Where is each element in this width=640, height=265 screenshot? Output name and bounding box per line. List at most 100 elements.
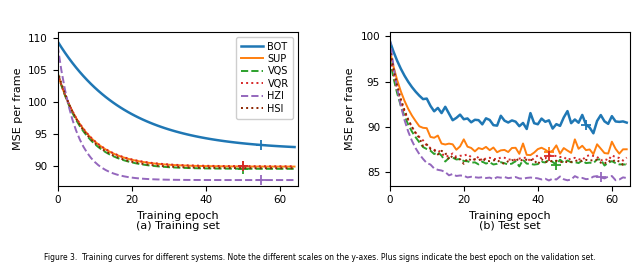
BOT xyxy=(291,145,298,149)
BOT xyxy=(54,40,61,43)
X-axis label: Training epoch: Training epoch xyxy=(137,211,219,221)
VQS xyxy=(623,163,630,166)
SUP xyxy=(508,146,516,149)
SUP xyxy=(616,152,623,155)
BOT xyxy=(257,143,265,147)
HSI xyxy=(486,160,493,163)
BOT xyxy=(508,119,516,122)
HSI xyxy=(109,154,117,157)
VQS xyxy=(456,157,464,161)
SUP xyxy=(109,152,117,155)
Line: HZI: HZI xyxy=(390,38,627,180)
Title: (b) Test set: (b) Test set xyxy=(479,220,541,231)
Line: SUP: SUP xyxy=(390,50,627,155)
Title: (a) Training set: (a) Training set xyxy=(136,220,220,231)
BOT xyxy=(486,118,493,122)
SUP xyxy=(54,72,61,75)
SUP xyxy=(176,164,184,167)
Line: VQR: VQR xyxy=(58,73,294,166)
X-axis label: Training epoch: Training epoch xyxy=(469,211,551,221)
VQS xyxy=(257,167,265,170)
Line: SUP: SUP xyxy=(58,74,294,167)
VQR xyxy=(527,160,534,163)
VQS xyxy=(54,71,61,74)
HSI xyxy=(612,158,620,161)
SUP xyxy=(291,165,298,168)
HZI xyxy=(442,170,449,174)
HZI xyxy=(54,44,61,47)
BOT xyxy=(442,105,449,108)
HZI xyxy=(456,174,464,177)
BOT xyxy=(589,132,597,135)
SUP xyxy=(386,48,394,51)
BOT xyxy=(124,111,132,114)
HZI xyxy=(616,178,623,181)
VQR xyxy=(291,165,298,168)
HSI xyxy=(589,158,597,162)
VQR xyxy=(486,156,493,159)
SUP xyxy=(456,145,464,148)
VQS xyxy=(109,154,117,158)
HSI xyxy=(456,158,464,161)
Line: BOT: BOT xyxy=(390,41,627,133)
Text: Figure 3.  Training curves for different systems. Note the different scales on t: Figure 3. Training curves for different … xyxy=(44,253,596,262)
VQR xyxy=(442,155,449,158)
VQR xyxy=(284,165,291,168)
HSI xyxy=(508,158,516,162)
VQR xyxy=(593,155,601,158)
HZI xyxy=(486,176,493,179)
VQR xyxy=(616,156,623,160)
HSI xyxy=(442,151,449,154)
HZI xyxy=(386,37,394,40)
HSI xyxy=(623,162,630,165)
Legend: BOT, SUP, VQS, VQR, HZI, HSI: BOT, SUP, VQS, VQR, HZI, HSI xyxy=(236,37,293,118)
Y-axis label: MSE per frame: MSE per frame xyxy=(13,67,22,150)
VQS xyxy=(616,163,623,166)
SUP xyxy=(284,165,291,168)
VQS xyxy=(154,165,161,168)
Line: HSI: HSI xyxy=(390,48,627,165)
VQS xyxy=(291,167,298,170)
SUP xyxy=(257,165,265,168)
HSI xyxy=(54,69,61,72)
BOT xyxy=(386,39,394,42)
VQR xyxy=(508,158,516,161)
SUP xyxy=(154,162,161,165)
HSI xyxy=(154,164,161,167)
HZI xyxy=(257,178,265,182)
VQR xyxy=(456,154,464,157)
Line: HSI: HSI xyxy=(58,71,294,168)
VQR xyxy=(124,157,132,160)
HZI xyxy=(176,178,184,182)
VQR xyxy=(154,162,161,165)
HSI xyxy=(291,167,298,170)
VQR xyxy=(386,53,394,56)
HZI xyxy=(291,178,298,182)
VQS xyxy=(284,167,291,170)
HSI xyxy=(284,167,291,170)
VQS xyxy=(593,158,601,161)
BOT xyxy=(176,131,184,134)
VQS xyxy=(176,166,184,169)
HSI xyxy=(124,159,132,162)
HZI xyxy=(124,175,132,179)
SUP xyxy=(442,143,449,146)
BOT xyxy=(616,120,623,123)
HZI xyxy=(545,179,553,182)
HZI xyxy=(109,172,117,175)
VQR xyxy=(54,72,61,75)
VQR xyxy=(257,165,265,168)
HZI xyxy=(284,178,291,182)
HSI xyxy=(176,165,184,169)
SUP xyxy=(593,143,601,146)
Line: VQS: VQS xyxy=(390,59,627,166)
HSI xyxy=(257,167,265,170)
HZI xyxy=(154,178,161,181)
VQS xyxy=(508,162,516,165)
VQS xyxy=(442,160,449,163)
HZI xyxy=(508,176,516,179)
VQS xyxy=(515,165,523,168)
Line: HZI: HZI xyxy=(58,46,294,180)
HZI xyxy=(623,176,630,180)
HZI xyxy=(593,175,601,178)
